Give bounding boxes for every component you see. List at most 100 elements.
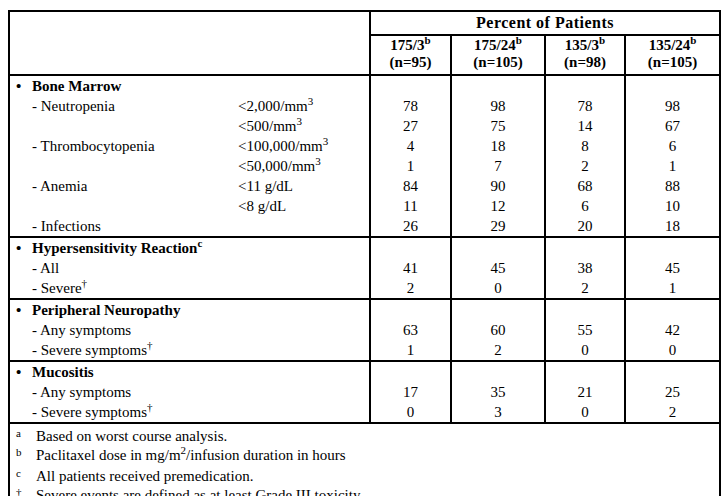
row-label: - Severe† (32, 280, 87, 296)
value-cell: 17 (370, 382, 451, 402)
value-cell (370, 237, 451, 258)
value-cell: 12 (451, 196, 545, 216)
row-label-cell: <50,000/mm3 (9, 156, 370, 176)
table-row: - Anemia<11 g/dL 84906888 (9, 176, 720, 196)
value-cell: 18 (451, 136, 545, 156)
value-cell (451, 299, 545, 320)
column-header: 135/24b (n=105) (625, 35, 720, 75)
section-title: Bone Marrow (32, 78, 121, 94)
value-cell: 98 (625, 96, 720, 116)
value-cell (370, 361, 451, 382)
table-row: - Severe symptoms† 0302 (9, 402, 720, 423)
footnote: b Paclitaxel dose in mg/m2/infusion durat… (14, 446, 713, 465)
value-cell (545, 361, 625, 382)
row-label-cell: - All (9, 258, 370, 278)
value-cell (625, 299, 720, 320)
row-label-cell: - Severe† (9, 278, 370, 299)
value-cell: 38 (545, 258, 625, 278)
footnote-marker: c (16, 468, 21, 479)
table-row: - Any symptoms 17352125 (9, 382, 720, 402)
row-label: - All (32, 260, 59, 276)
bullet-icon: • (16, 300, 21, 320)
section-heading-row: •Hypersensitivity Reactionc (9, 237, 720, 258)
row-label: - Thrombocytopenia (32, 138, 155, 154)
value-cell: 41 (370, 258, 451, 278)
value-cell (625, 361, 720, 382)
row-threshold: <50,000/mm3 (238, 156, 321, 176)
footnotes-row: aBased on worst course analysis. b Paclit… (9, 423, 720, 496)
bullet-icon: • (16, 238, 21, 258)
table-row: - Any symptoms 63605542 (9, 320, 720, 340)
section-title: Mucositis (32, 364, 94, 380)
row-label: - Infections (32, 218, 101, 234)
value-cell: 1 (625, 156, 720, 176)
value-cell: 35 (451, 382, 545, 402)
value-cell: 8 (545, 136, 625, 156)
value-cell: 84 (370, 176, 451, 196)
value-cell: 78 (545, 96, 625, 116)
column-header: 175/24b (n=105) (451, 35, 545, 75)
row-label: - Severe symptoms† (32, 404, 152, 420)
value-cell: 68 (545, 176, 625, 196)
table-row: - Severe† 2021 (9, 278, 720, 299)
value-cell: 2 (451, 340, 545, 361)
value-cell: 3 (451, 402, 545, 423)
section-heading-row: •Mucositis (9, 361, 720, 382)
value-cell: 0 (370, 402, 451, 423)
section-title-cell: •Mucositis (9, 361, 370, 382)
column-header: 175/3b (n=95) (370, 35, 451, 75)
table-row: - Severe symptoms† 1200 (9, 340, 720, 361)
row-label-cell: - Any symptoms (9, 382, 370, 402)
column-n: (n=98) (546, 54, 624, 71)
value-cell (451, 237, 545, 258)
value-cell (370, 75, 451, 96)
row-label: - Severe symptoms† (32, 342, 152, 358)
value-cell: 90 (451, 176, 545, 196)
value-cell (545, 75, 625, 96)
row-label-cell: - Anemia<11 g/dL (9, 176, 370, 196)
value-cell: 0 (625, 340, 720, 361)
column-dose: 135/24b (626, 37, 719, 54)
footnote-marker: b (16, 447, 22, 458)
table-row: <500/mm3 27751467 (9, 116, 720, 136)
footnote-text: Based on worst course analysis. (36, 428, 227, 444)
column-dose: 135/3b (546, 37, 624, 54)
column-n: (n=105) (626, 54, 719, 71)
section-title: Peripheral Neuropathy (32, 302, 180, 318)
row-threshold: <11 g/dL (238, 176, 293, 196)
value-cell: 2 (370, 278, 451, 299)
value-cell: 0 (545, 402, 625, 423)
section-title-cell: •Bone Marrow (9, 75, 370, 96)
adverse-events-table: Percent of Patients 175/3b (n=95) 175/24… (8, 10, 721, 496)
footnote-text: Paclitaxel dose in mg/m2/infusion durati… (36, 447, 346, 463)
value-cell: 20 (545, 216, 625, 237)
value-cell: 25 (625, 382, 720, 402)
row-label-cell: <8 g/dL (9, 196, 370, 216)
value-cell: 2 (625, 402, 720, 423)
column-n: (n=95) (371, 54, 450, 71)
row-label: - Neutropenia (32, 98, 115, 114)
value-cell: 63 (370, 320, 451, 340)
document-page: Percent of Patients 175/3b (n=95) 175/24… (0, 0, 728, 496)
row-threshold: <100,000/mm3 (238, 136, 328, 156)
section-heading-row: •Bone Marrow (9, 75, 720, 96)
value-cell: 6 (625, 136, 720, 156)
value-cell: 1 (625, 278, 720, 299)
footnote-text: All patients received premedication. (36, 468, 253, 484)
value-cell: 26 (370, 216, 451, 237)
footnote-text: Severe events are defined as at least Gr… (36, 487, 363, 496)
table-row: - Thrombocytopenia<100,000/mm3 41886 (9, 136, 720, 156)
row-label-cell: <500/mm3 (9, 116, 370, 136)
value-cell: 11 (370, 196, 451, 216)
value-cell: 18 (625, 216, 720, 237)
column-header: 135/3b (n=98) (545, 35, 625, 75)
value-cell: 2 (545, 156, 625, 176)
row-label-cell: - Thrombocytopenia <100,000/mm3 (9, 136, 370, 156)
footnote: aBased on worst course analysis. (14, 427, 713, 446)
section-heading-row: • Peripheral Neuropathy (9, 299, 720, 320)
value-cell: 10 (625, 196, 720, 216)
value-cell: 42 (625, 320, 720, 340)
table-row: <8 g/dL 1112610 (9, 196, 720, 216)
value-cell: 60 (451, 320, 545, 340)
header-group-title: Percent of Patients (370, 11, 720, 35)
